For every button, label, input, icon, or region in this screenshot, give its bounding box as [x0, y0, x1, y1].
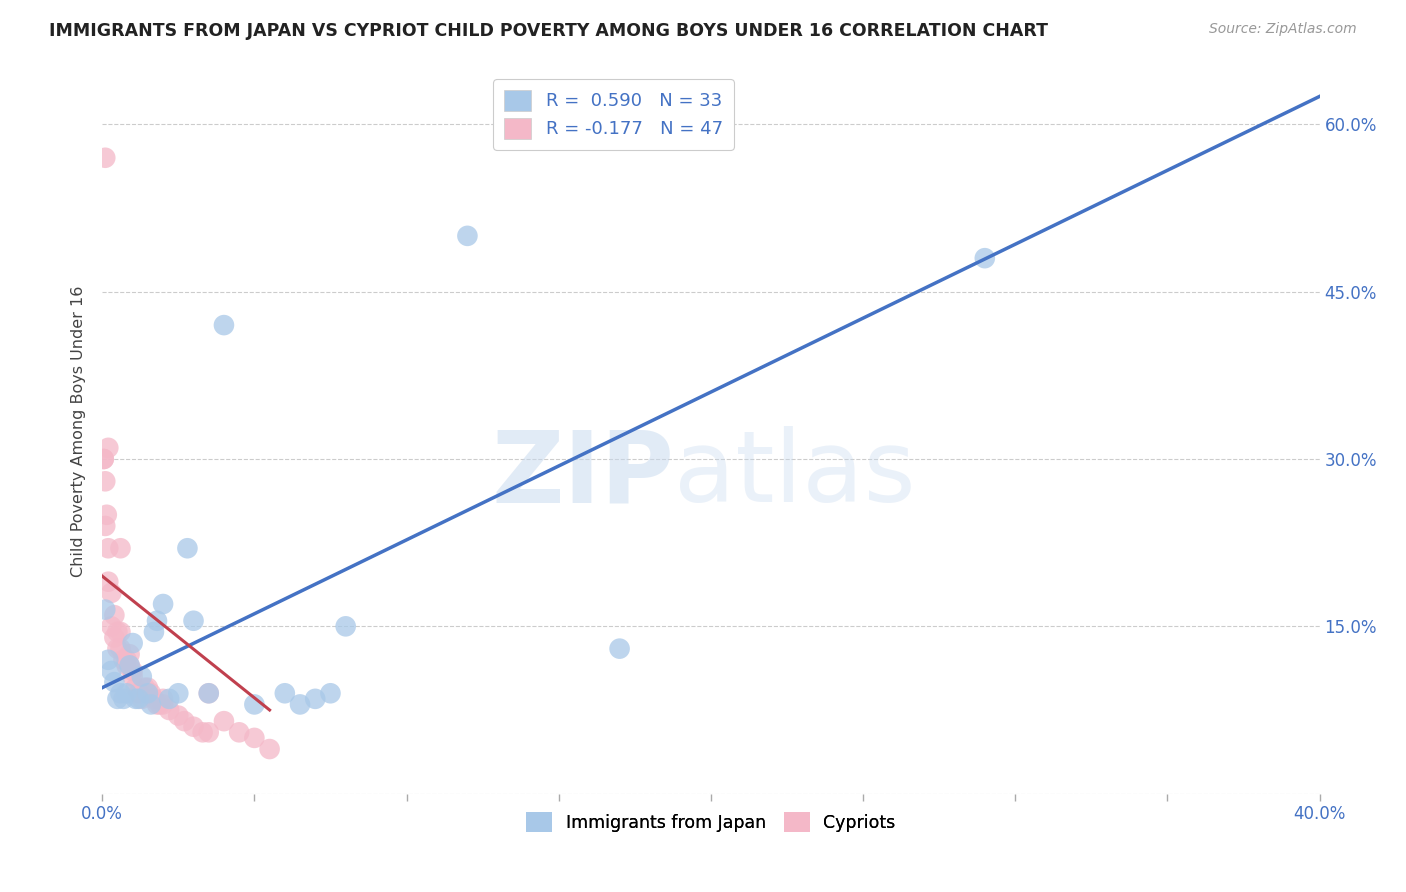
Point — [103, 675, 125, 690]
Point — [197, 686, 219, 700]
Point — [136, 686, 159, 700]
Point — [118, 647, 141, 661]
Point — [274, 686, 297, 700]
Point — [142, 691, 165, 706]
Point — [112, 653, 135, 667]
Point — [319, 686, 342, 700]
Point — [167, 708, 190, 723]
Point — [243, 731, 266, 745]
Point — [107, 691, 129, 706]
Point — [96, 508, 118, 522]
Point — [146, 698, 169, 712]
Point — [191, 725, 214, 739]
Point — [97, 541, 120, 556]
Legend: Immigrants from Japan, Cypriots: Immigrants from Japan, Cypriots — [519, 805, 903, 839]
Point — [125, 681, 148, 695]
Point — [100, 586, 122, 600]
Point — [973, 251, 995, 265]
Text: Source: ZipAtlas.com: Source: ZipAtlas.com — [1209, 22, 1357, 37]
Point — [197, 686, 219, 700]
Point — [97, 653, 120, 667]
Point — [609, 641, 631, 656]
Point — [167, 686, 190, 700]
Point — [152, 597, 174, 611]
Point — [142, 624, 165, 639]
Point — [93, 452, 115, 467]
Point — [131, 669, 153, 683]
Point — [131, 691, 153, 706]
Point — [304, 691, 326, 706]
Text: atlas: atlas — [675, 426, 915, 523]
Point — [288, 698, 311, 712]
Point — [115, 653, 138, 667]
Point — [136, 681, 159, 695]
Point — [125, 691, 148, 706]
Point — [212, 318, 235, 332]
Point — [243, 698, 266, 712]
Point — [128, 686, 150, 700]
Point — [456, 228, 478, 243]
Y-axis label: Child Poverty Among Boys Under 16: Child Poverty Among Boys Under 16 — [72, 285, 86, 577]
Point — [110, 641, 132, 656]
Point — [157, 703, 180, 717]
Point — [152, 691, 174, 706]
Point — [94, 151, 117, 165]
Point — [259, 742, 281, 756]
Point — [121, 669, 143, 683]
Point — [139, 698, 162, 712]
Point — [335, 619, 357, 633]
Point — [94, 475, 117, 489]
Point — [110, 624, 132, 639]
Point — [100, 619, 122, 633]
Point — [134, 681, 156, 695]
Point — [100, 664, 122, 678]
Point — [112, 691, 135, 706]
Point — [152, 698, 174, 712]
Point — [183, 720, 205, 734]
Point — [110, 541, 132, 556]
Point — [94, 602, 117, 616]
Point — [103, 631, 125, 645]
Text: IMMIGRANTS FROM JAPAN VS CYPRIOT CHILD POVERTY AMONG BOYS UNDER 16 CORRELATION C: IMMIGRANTS FROM JAPAN VS CYPRIOT CHILD P… — [49, 22, 1049, 40]
Point — [110, 686, 132, 700]
Point — [197, 725, 219, 739]
Point — [94, 519, 117, 533]
Point — [146, 614, 169, 628]
Point — [157, 691, 180, 706]
Point — [121, 664, 143, 678]
Point — [103, 608, 125, 623]
Point — [139, 686, 162, 700]
Point — [128, 691, 150, 706]
Point — [115, 686, 138, 700]
Point — [118, 658, 141, 673]
Text: ZIP: ZIP — [492, 426, 675, 523]
Point — [176, 541, 198, 556]
Point — [97, 441, 120, 455]
Point — [183, 614, 205, 628]
Point — [121, 636, 143, 650]
Point — [97, 574, 120, 589]
Point — [173, 714, 195, 728]
Point — [118, 658, 141, 673]
Point — [93, 452, 115, 467]
Point — [115, 658, 138, 673]
Point — [107, 624, 129, 639]
Point — [228, 725, 250, 739]
Point — [149, 698, 172, 712]
Point — [107, 641, 129, 656]
Point — [212, 714, 235, 728]
